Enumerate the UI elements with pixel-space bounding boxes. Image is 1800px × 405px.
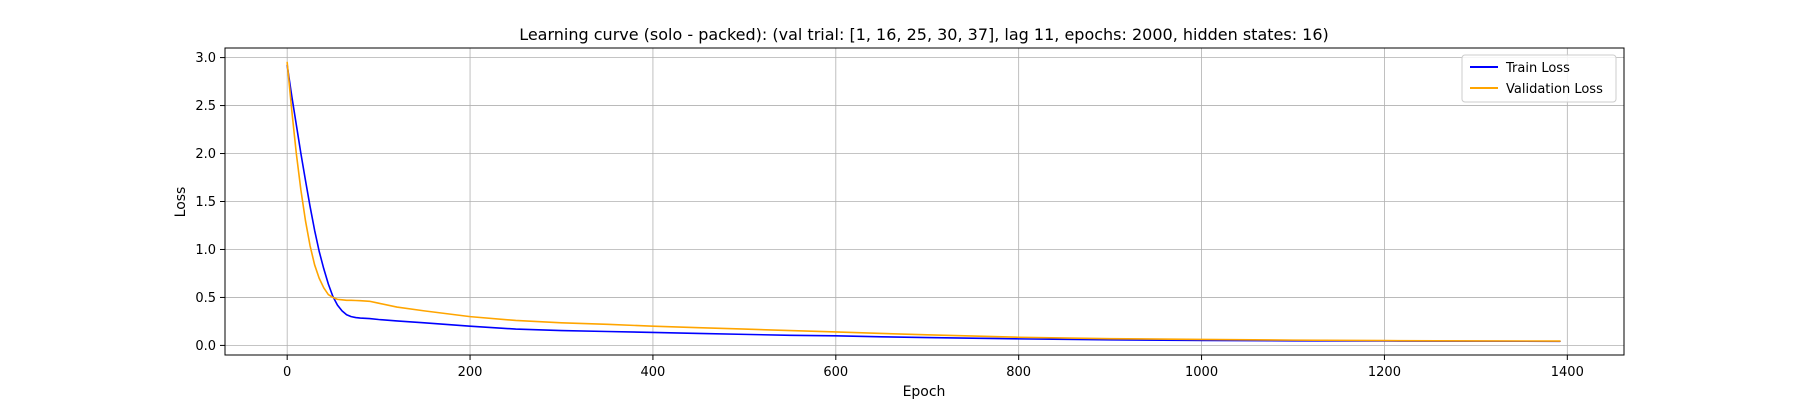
x-tick-label: 0 <box>283 365 291 380</box>
x-tick-label: 800 <box>1006 365 1031 380</box>
y-tick-label: 2.0 <box>195 147 216 162</box>
y-tick-label: 3.0 <box>195 51 216 66</box>
y-tick-label: 2.5 <box>195 99 216 114</box>
y-tick-label: 1.0 <box>195 243 216 258</box>
x-axis-ticks: 0 200 400 600 800 1000 1200 1400 <box>283 355 1584 380</box>
x-tick-label: 200 <box>458 365 483 380</box>
chart-title: Learning curve (solo - packed): (val tri… <box>519 25 1329 44</box>
x-axis-label: Epoch <box>903 384 946 400</box>
x-tick-label: 400 <box>641 365 666 380</box>
y-axis-label: Loss <box>173 187 189 218</box>
legend-box <box>1461 54 1617 103</box>
x-tick-label: 1200 <box>1368 365 1401 380</box>
series-lines <box>286 61 1561 343</box>
y-tick-label: 0.5 <box>195 291 216 306</box>
y-axis-ticks: 0.0 0.5 1.0 1.5 2.0 2.5 3.0 <box>195 51 225 354</box>
x-tick-label: 600 <box>823 365 848 380</box>
legend-label-train-loss: Train Loss <box>1505 61 1570 76</box>
legend: Train Loss Validation Loss <box>1461 54 1617 103</box>
x-tick-label: 1400 <box>1551 365 1584 380</box>
series-line-train-loss <box>286 64 1561 343</box>
y-tick-label: 0.0 <box>195 339 216 354</box>
y-tick-label: 1.5 <box>195 195 216 210</box>
x-tick-label: 1000 <box>1185 365 1218 380</box>
legend-label-validation-loss: Validation Loss <box>1506 82 1603 97</box>
series-line-validation-loss <box>286 61 1561 342</box>
